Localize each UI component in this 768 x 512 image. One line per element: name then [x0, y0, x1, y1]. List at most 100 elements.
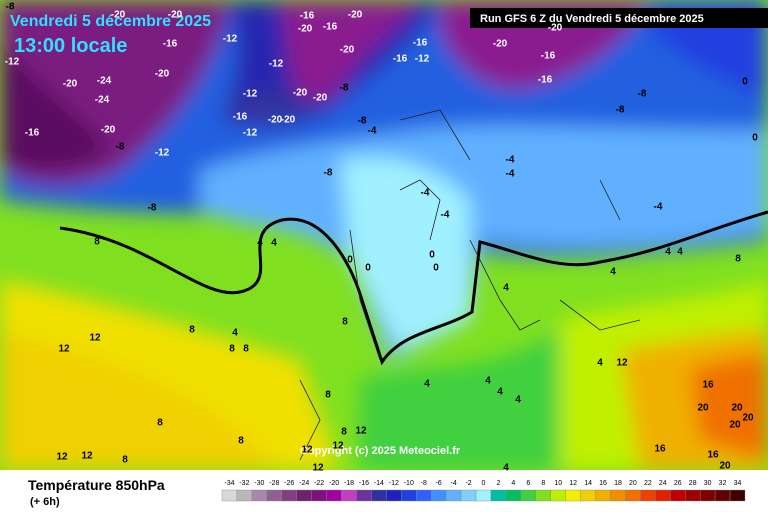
isotherm-label: -16	[163, 39, 178, 50]
isotherm-label: 8	[341, 427, 347, 438]
isotherm-label: 8	[229, 344, 235, 355]
legend-swatch	[625, 489, 641, 502]
legend-label: 14	[584, 480, 592, 487]
isotherm-label: -16	[393, 54, 408, 65]
isotherm-label: 12	[301, 445, 313, 456]
legend-label: 30	[704, 480, 712, 487]
legend-swatch	[371, 489, 387, 502]
isotherm-label: -16	[538, 75, 553, 86]
zero-contour	[59, 210, 768, 366]
legend-label: -18	[344, 480, 354, 487]
legend-label: -30	[254, 480, 264, 487]
legend-label: 10	[554, 480, 562, 487]
isotherm-label: -4	[654, 202, 663, 213]
isotherm-label: -8	[358, 116, 367, 127]
legend-swatch	[655, 489, 671, 502]
legend-label: -6	[436, 480, 442, 487]
isotherm-label: -20	[293, 88, 308, 99]
legend-swatch	[475, 489, 492, 502]
isotherm-label: 0	[429, 250, 435, 261]
legend-label: 0	[482, 480, 486, 487]
legend-label: 20	[629, 480, 637, 487]
legend-label: -20	[329, 480, 339, 487]
isotherm-label: -12	[243, 128, 258, 139]
footer-step: (+ 6h)	[30, 496, 60, 508]
legend-label: 4	[511, 480, 515, 487]
isotherm-label: -16	[300, 11, 315, 22]
isotherm-label: 16	[707, 450, 719, 461]
isotherm-label: -4	[368, 126, 377, 137]
legend-label: -32	[239, 480, 249, 487]
isotherm-label: -8	[340, 83, 349, 94]
isotherm-label: 20	[742, 413, 754, 424]
legend-label: -22	[314, 480, 324, 487]
isotherm-label: -20	[493, 39, 508, 50]
isotherm-label: 12	[332, 441, 344, 452]
legend-swatch	[326, 489, 342, 502]
run-box	[470, 8, 768, 28]
legend-swatch	[251, 489, 268, 502]
legend-swatch	[565, 489, 581, 502]
isotherm-label: -16	[413, 38, 428, 49]
legend-label: -34	[224, 480, 234, 487]
legend-swatch	[550, 489, 566, 502]
legend-swatch	[386, 489, 402, 502]
isotherm-label: 12	[89, 333, 101, 344]
isotherm-label: -20	[168, 10, 183, 21]
legend-swatch	[281, 489, 297, 502]
legend-label: 24	[659, 480, 667, 487]
isotherm-label: 4	[485, 376, 491, 387]
map-labels: -8 -20 -20 -16 -16 -20 -20 -12 -16 -12 -20 -20 -24 -2…	[5, 2, 758, 474]
legend-swatch	[401, 489, 417, 502]
temperature-field	[0, 0, 768, 470]
isotherm-label: 4	[257, 238, 263, 249]
legend-label: 18	[614, 480, 622, 487]
isotherm-label: 4	[515, 395, 521, 406]
isotherm-label: 4	[232, 328, 238, 339]
legend-swatch	[296, 489, 312, 502]
legend-label: 26	[674, 480, 682, 487]
legend-swatch	[699, 489, 716, 502]
isotherm-label: 0	[365, 263, 371, 274]
isotherm-label: -8	[6, 2, 15, 13]
isotherm-label: -8	[616, 105, 625, 116]
isotherm-label: -16	[323, 22, 338, 33]
isotherm-label: -20	[548, 23, 563, 34]
isotherm-label: 20	[719, 461, 731, 472]
isotherm-label: 4	[497, 387, 503, 398]
isotherm-label: 8	[342, 317, 348, 328]
isotherm-label: -20	[348, 10, 363, 21]
isotherm-label: -20	[63, 79, 78, 90]
isotherm-label: 8	[122, 455, 128, 466]
legend-label: -28	[269, 480, 279, 487]
isotherm-label: -20	[340, 45, 355, 56]
isotherm-label: 0	[433, 263, 439, 274]
legend-swatch	[490, 489, 507, 502]
legend-swatch	[356, 489, 372, 502]
isotherm-label: 12	[616, 358, 628, 369]
isotherm-label: -8	[116, 142, 125, 153]
footer-title: Température 850hPa	[28, 477, 165, 493]
isotherm-label: 20	[729, 420, 741, 431]
isotherm-label: 16	[654, 444, 666, 455]
isotherm-label: 8	[238, 436, 244, 447]
isotherm-label: -16	[233, 112, 248, 123]
legend-label: -4	[450, 480, 456, 487]
legend-label: 6	[526, 480, 530, 487]
isotherm-label: -4	[506, 169, 515, 180]
legend-swatch	[460, 489, 477, 502]
isotherm-label: -12	[415, 54, 430, 65]
isotherm-label: 8	[243, 344, 249, 355]
isotherm-label: 0	[347, 255, 353, 266]
isotherm-label: -20	[313, 93, 328, 104]
legend: -34 -32 -30 -28 -26 -24 -22 -20 -18 -16 -14 -12 -10-…	[221, 480, 746, 502]
legend-swatch	[341, 489, 357, 502]
isotherm-label: -20	[298, 24, 313, 35]
legend-label: 12	[569, 480, 577, 487]
isotherm-label: 12	[355, 426, 367, 437]
isotherm-label: 4	[677, 247, 683, 258]
legend-swatch	[714, 489, 731, 502]
isotherm-label: 4	[665, 247, 671, 258]
isotherm-label: -24	[97, 76, 112, 87]
